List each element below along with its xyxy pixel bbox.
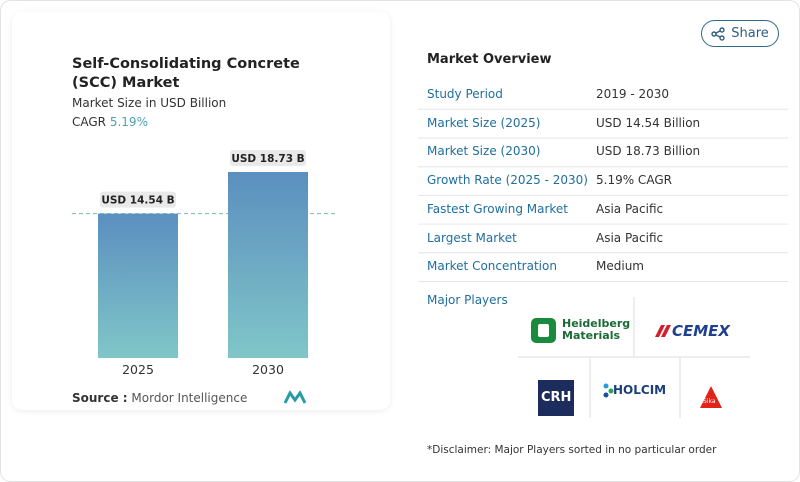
heidelberg-line: Heidelberg — [562, 317, 631, 330]
mordor-logo — [283, 390, 307, 404]
heidelberg-logo: Heidelberg Materials — [562, 318, 630, 342]
sika-text: Sika — [703, 398, 716, 405]
overview-value: Medium — [596, 259, 644, 274]
overview-title: Market Overview — [427, 52, 552, 67]
bar — [98, 213, 178, 358]
overview-label: Market Concentration — [427, 259, 557, 274]
crh-logo: CRH — [541, 390, 572, 405]
sika-logo — [700, 386, 722, 408]
cagr-value: 5.19% — [109, 115, 148, 129]
overview-label: Fastest Growing Market — [427, 201, 569, 216]
share-button[interactable]: Share — [701, 20, 779, 47]
overview-label: Study Period — [427, 87, 503, 101]
value-label-pill — [100, 191, 176, 208]
share-icon — [711, 26, 725, 41]
overview-value: USD 18.73 Billion — [596, 144, 701, 159]
players-grid — [518, 297, 750, 418]
overview-value: 2019 - 2030 — [596, 87, 670, 101]
chart-subtitle: Market Size in USD Billion — [72, 96, 227, 110]
x-tick-label: 2030 — [252, 362, 284, 377]
overview-value: Asia Pacific — [596, 201, 664, 216]
source: Source : Mordor Intelligence — [72, 391, 247, 405]
crh-logo-box — [538, 380, 574, 416]
disclaimer: *Disclaimer: Major Players sorted in no … — [427, 444, 717, 456]
source-name: Mordor Intelligence — [131, 391, 248, 405]
holcim-logo: HOLCIM — [613, 383, 667, 397]
heidelberg-line: Materials — [562, 329, 621, 342]
overview-value: 5.19% CAGR — [596, 173, 672, 188]
overview-label: Market Size (2030) — [427, 144, 541, 159]
overview-label: Growth Rate (2025 - 2030) — [427, 173, 588, 188]
cemex-icon — [655, 325, 671, 337]
cagr: CAGR 5.19% — [72, 115, 148, 129]
value-label: USD 14.54 B — [101, 195, 174, 207]
value-label: USD 18.73 B — [231, 153, 304, 165]
players-title: Major Players — [427, 293, 508, 307]
overview-label: Largest Market — [427, 230, 517, 245]
overview-value: USD 14.54 Billion — [596, 115, 701, 130]
source-label: Source : — [72, 391, 128, 405]
heidelberg-icon — [531, 318, 556, 343]
share-label: Share — [731, 26, 769, 41]
overview-value: Asia Pacific — [596, 230, 664, 245]
chart-title: Self-Consolidating Concrete (SCC) Market — [72, 56, 300, 91]
x-tick-label: 2025 — [122, 362, 154, 377]
cemex-logo: CEMEX — [672, 322, 730, 340]
overview-label: Market Size (2025) — [427, 115, 541, 130]
bar — [228, 172, 308, 358]
holcim-icon — [603, 383, 614, 398]
cagr-label: CAGR — [72, 115, 107, 129]
value-label-pill — [230, 150, 306, 166]
